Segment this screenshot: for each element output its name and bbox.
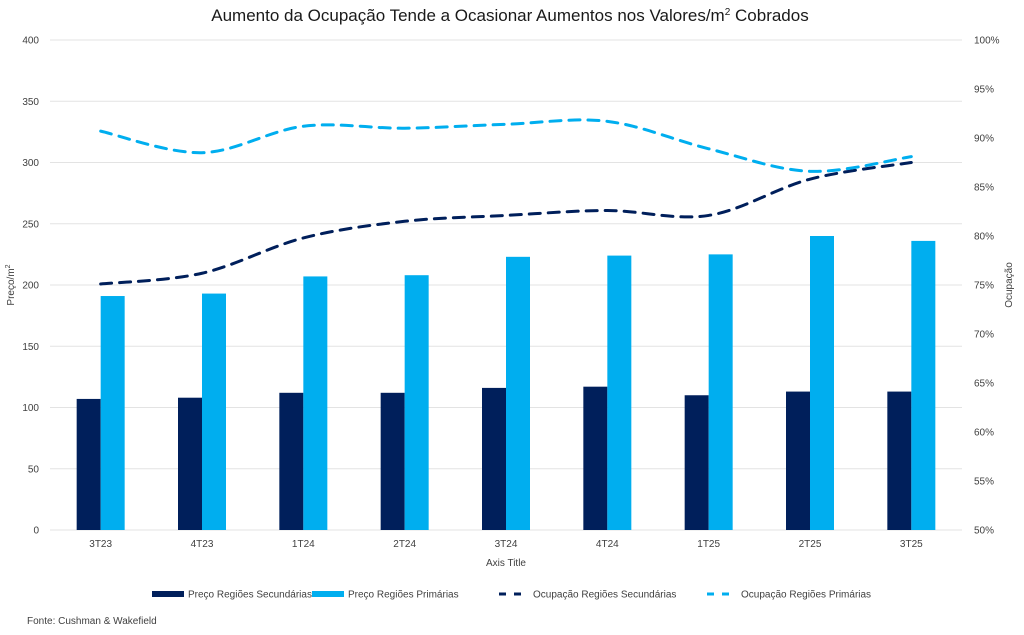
x-axis-title: Axis Title bbox=[486, 558, 526, 569]
bar-preco-primarias bbox=[202, 293, 226, 530]
x-axis: 3T23 4T23 1T24 2T24 3T24 4T24 1T25 2T25 3T25 bbox=[89, 539, 923, 550]
x-tick-label: 1T25 bbox=[697, 539, 720, 550]
bar-preco-primarias bbox=[708, 254, 733, 530]
y2-tick-label: 95% bbox=[974, 85, 994, 96]
bar-preco-primarias bbox=[911, 240, 936, 530]
x-tick-label: 4T24 bbox=[596, 539, 619, 550]
line-ocupacao-secundarias bbox=[99, 161, 913, 286]
x-tick-label: 3T25 bbox=[900, 539, 923, 550]
y-axis-left: 0 50 100 150 200 250 300 350 400 bbox=[22, 36, 39, 537]
y-tick-label: 150 bbox=[22, 342, 39, 353]
legend-label: Preço Regiões Secundárias bbox=[188, 590, 312, 601]
bar-preco-primarias bbox=[607, 255, 632, 530]
y2-tick-label: 55% bbox=[974, 477, 994, 488]
y2-tick-label: 85% bbox=[974, 183, 994, 194]
x-tick-label: 3T23 bbox=[89, 539, 112, 550]
legend: Preço Regiões Secundárias Preço Regiões P… bbox=[152, 590, 871, 601]
bar-preco-primarias bbox=[404, 275, 429, 530]
x-tick-label: 4T23 bbox=[191, 539, 214, 550]
y-tick-label: 100 bbox=[22, 403, 39, 414]
y-tick-label: 350 bbox=[22, 97, 39, 108]
chart-title: Aumento da Ocupação Tende a Ocasionar Au… bbox=[211, 6, 808, 25]
y-tick-label: 250 bbox=[22, 219, 39, 230]
bar-preco-primarias bbox=[100, 296, 125, 530]
legend-label: Ocupação Regiões Primárias bbox=[741, 590, 871, 601]
y2-tick-label: 80% bbox=[974, 232, 994, 243]
bar-preco-secundarias bbox=[786, 391, 810, 530]
x-tick-label: 3T24 bbox=[495, 539, 518, 550]
bar-preco-secundarias bbox=[684, 395, 709, 530]
line-ocupacao-primarias bbox=[99, 118, 913, 173]
x-tick-label: 2T24 bbox=[393, 539, 416, 550]
legend-swatch bbox=[312, 591, 344, 597]
y2-tick-label: 75% bbox=[974, 281, 994, 292]
bar-preco-secundarias bbox=[887, 391, 912, 530]
lines bbox=[99, 118, 913, 286]
bar-preco-secundarias bbox=[76, 398, 101, 530]
y-tick-label: 400 bbox=[22, 36, 39, 47]
bar-preco-primarias bbox=[506, 256, 530, 530]
x-tick-label: 1T24 bbox=[292, 539, 315, 550]
y2-tick-label: 50% bbox=[974, 526, 994, 537]
legend-swatch bbox=[152, 591, 184, 597]
bars bbox=[76, 236, 936, 530]
bar-preco-primarias bbox=[810, 236, 834, 530]
y-tick-label: 300 bbox=[22, 158, 39, 169]
legend-label: Preço Regiões Primárias bbox=[348, 590, 459, 601]
bar-preco-secundarias bbox=[178, 397, 202, 530]
y-axis-title: Preço/m2 bbox=[5, 264, 17, 305]
y2-axis-title: Ocupação bbox=[1004, 262, 1015, 308]
y2-tick-label: 100% bbox=[974, 36, 1000, 47]
y-axis-right: 50% 55% 60% 65% 70% 75% 80% 85% 90% 95% 100% bbox=[974, 36, 1000, 537]
bar-preco-secundarias bbox=[279, 392, 304, 530]
y-tick-label: 200 bbox=[22, 281, 39, 292]
bar-preco-secundarias bbox=[482, 387, 506, 530]
legend-label: Ocupação Regiões Secundárias bbox=[533, 590, 676, 601]
y2-tick-label: 70% bbox=[974, 330, 994, 341]
bar-preco-secundarias bbox=[380, 392, 405, 530]
y2-tick-label: 60% bbox=[974, 428, 994, 439]
bar-preco-secundarias bbox=[583, 386, 608, 530]
y2-tick-label: 65% bbox=[974, 379, 994, 390]
x-tick-label: 2T25 bbox=[799, 539, 822, 550]
y-tick-label: 50 bbox=[28, 464, 40, 475]
source-note: Fonte: Cushman & Wakefield bbox=[27, 616, 157, 627]
y-tick-label: 0 bbox=[33, 526, 39, 537]
bar-preco-primarias bbox=[303, 276, 328, 530]
y2-tick-label: 90% bbox=[974, 134, 994, 145]
